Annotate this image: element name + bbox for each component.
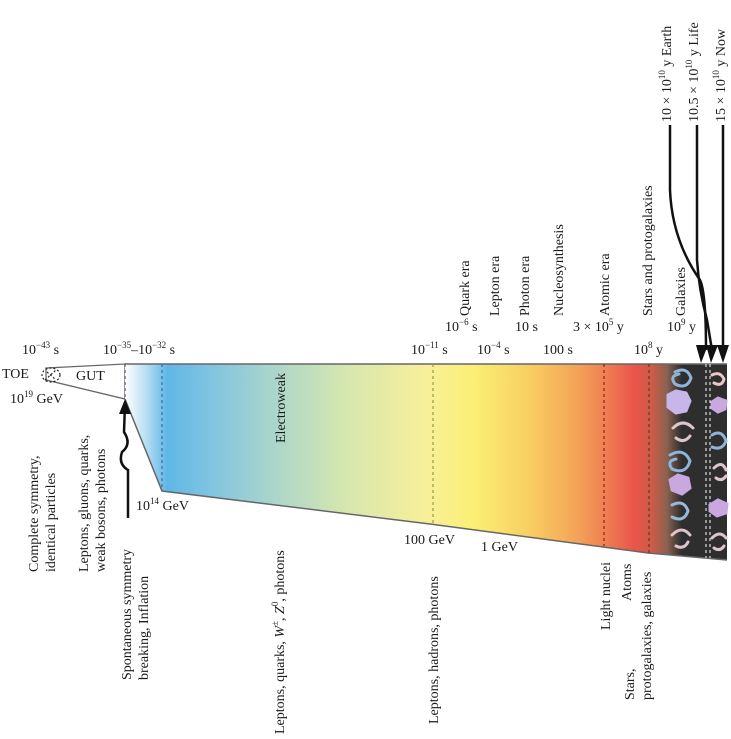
toe-label: TOE [2, 367, 29, 382]
time-label-gut: 10−35–10−32 s [103, 340, 176, 358]
particle-label-stars-galaxies: Stars, protogalaxies, galaxies [623, 571, 655, 700]
time-label-quark-era: 10−6 s [445, 317, 478, 335]
era-label-stars-protogalaxies: Stars and protogalaxies [641, 185, 656, 316]
energy-label-1e14: 1014 GeV [136, 496, 189, 514]
era-label-quark: Quark era [458, 260, 473, 316]
energy-label-1gev: 1 GeV [481, 540, 518, 555]
energy-label-100gev: 100 GeV [404, 533, 455, 548]
gut-label: GUT [76, 369, 105, 384]
time-label-100s: 100 s [543, 343, 573, 358]
particle-label-hadrons: Leptons, hadrons, photons [427, 576, 442, 724]
time-label-1e8y: 108 y [634, 340, 663, 358]
era-label-galaxies: Galaxies [674, 267, 689, 316]
particle-label-gut-particles: Leptons, gluons, quarks, weak bosons, ph… [77, 434, 109, 572]
galaxy-icons [666, 368, 729, 552]
time-label-atomic: 3 × 105 y [573, 317, 624, 335]
energy-label-1e19: 1019 GeV [10, 389, 63, 407]
era-label-lepton: Lepton era [488, 255, 503, 316]
recent-event-arrows [668, 125, 729, 363]
main-band [125, 364, 727, 560]
era-dividers [124, 364, 711, 558]
time-label-planck: 10−43 s [22, 340, 60, 358]
era-label-photon: Photon era [518, 255, 533, 316]
time-label-hadron-end: 10−4 s [477, 340, 510, 358]
time-label-1e9y: 109 y [667, 317, 696, 335]
era-label-atomic: Atomic era [598, 253, 613, 316]
electroweak-label: Electroweak [274, 373, 289, 443]
event-label-life: 10.5 × 1010 y Life [684, 22, 702, 122]
particle-label-light-nuclei: Light nuclei [599, 561, 614, 630]
particle-label-symmetry-breaking: Spontaneous symmetry breaking, Inflation [120, 548, 152, 680]
event-label-earth: 10 × 1010 y Earth [657, 25, 675, 122]
toe-icon [41, 367, 61, 383]
time-label-electroweak-end: 10−11 s [411, 340, 448, 358]
particle-label-complete-symmetry: Complete symmetry, identical particles [27, 455, 59, 572]
particle-label-electroweak-particles: Leptons, quarks, W±, Z0, photons [270, 550, 288, 734]
era-label-nucleosynthesis: Nucleosynthesis [552, 224, 567, 316]
event-label-now: 15 × 1010 y Now [711, 28, 729, 122]
time-label-10s: 10 s [515, 320, 538, 335]
inflation-arrow [119, 399, 131, 518]
